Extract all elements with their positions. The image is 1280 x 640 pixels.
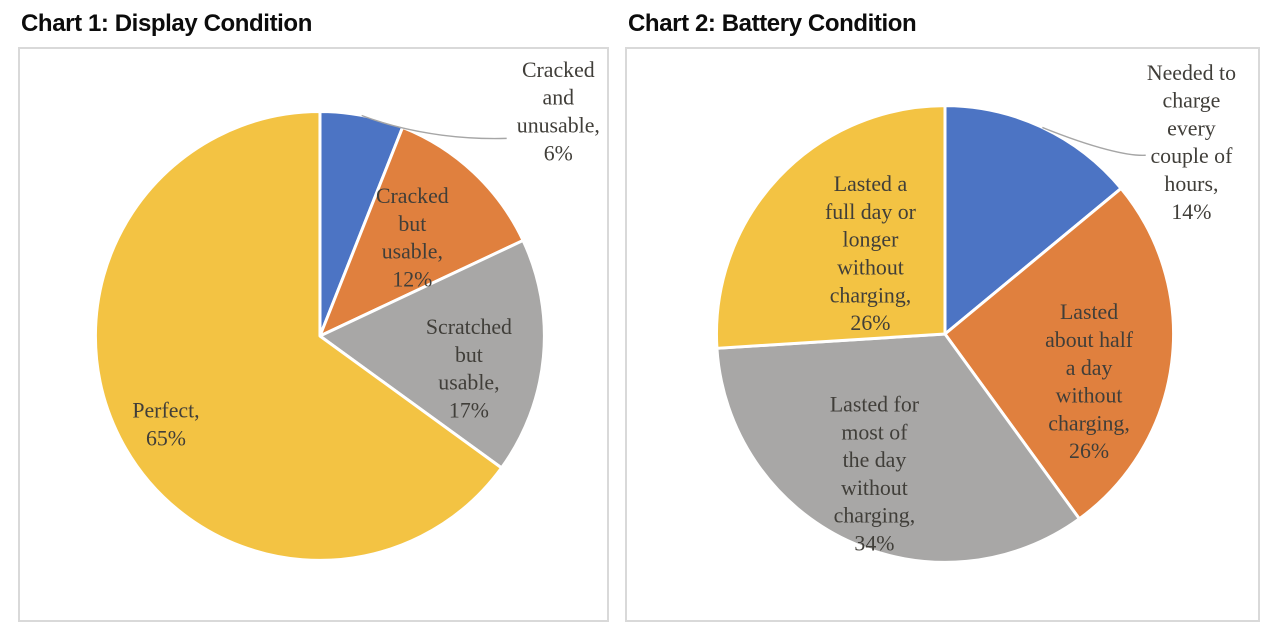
slice-label-lasted-for-most-of-the-day-without-charging: Lasted for most of the day without charging,…: [830, 393, 920, 556]
charts-page: Chart 1: Display Condition Cracked and unu…: [18, 4, 1260, 622]
display-condition-pie-chart: Cracked and unusable, 6% Cracked but usable, 12…: [94, 58, 600, 562]
slice-label-cracked-and-unusable: Cracked and unusable, 6%: [517, 58, 600, 165]
slice-label-cracked-but-usable: Cracked but usable, 12%: [376, 184, 449, 291]
pie-slice-perfect: [94, 110, 504, 562]
chart-1-title: Chart 1: Display Condition: [21, 10, 312, 37]
pie-slice-lasted-a-full-day-or-longer-without-charging: [714, 104, 947, 350]
slice-label-lasted-a-full-day-or-longer-without-charging: Lasted a full day or longer without charging…: [825, 172, 917, 335]
chart-2-title: Chart 2: Battery Condition: [628, 10, 917, 37]
slice-label-perfect: Perfect, 65%: [132, 398, 199, 450]
slice-label-scratched-but-usable: Scratched but usable, 17%: [426, 315, 512, 422]
slice-label-needed-to-charge-every-couple-of-hours: Needed to charge every couple of hours, 14%: [1147, 61, 1236, 224]
slice-label-lasted-about-half-a-day-without-charging: Lasted about half a day without charging, 26%: [1045, 300, 1134, 463]
pie-slice-needed-to-charge-every-couple-of-hours: [943, 104, 1123, 336]
pie-slice-scratched-but-usable: [318, 238, 546, 470]
label-leader-line: [361, 114, 507, 140]
pie-slice-lasted-for-most-of-the-day-without-charging: [715, 332, 1081, 564]
chart-1-plot-area: Cracked and unusable, 6% Cracked but usable, 12…: [18, 47, 609, 622]
chart-2-plot-area: Needed to charge every couple of hours, 14% La…: [625, 47, 1260, 622]
battery-condition-pie-chart: Needed to charge every couple of hours, 14%La…: [714, 61, 1236, 564]
pie-slice-cracked-but-usable: [318, 125, 525, 338]
chart-2-battery-condition: Chart 2: Battery Condition Needed to char…: [625, 4, 1260, 622]
label-leader-line: [1042, 126, 1146, 156]
chart-1-display-condition: Chart 1: Display Condition Cracked and unu…: [18, 4, 609, 622]
pie-slice-lasted-about-half-a-day-without-charging: [943, 186, 1175, 521]
